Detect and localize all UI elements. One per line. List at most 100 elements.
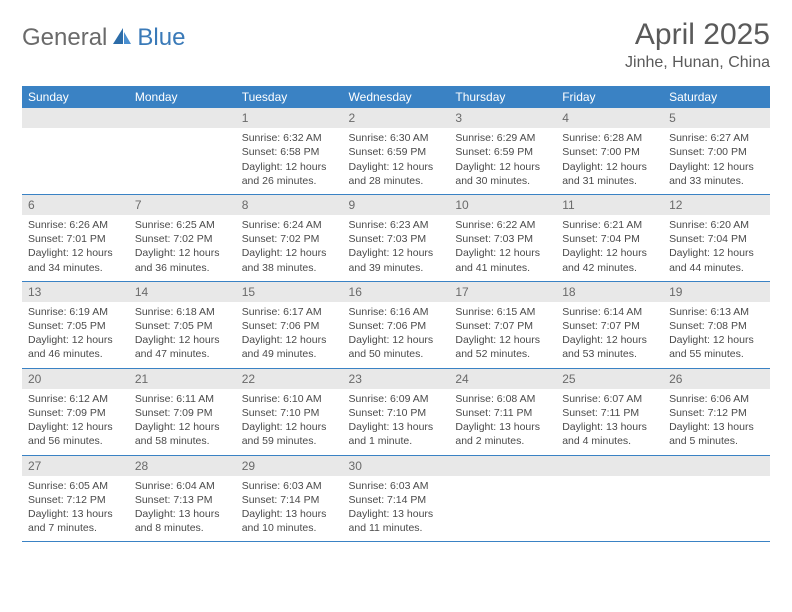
day-number: 2 bbox=[343, 108, 450, 128]
day-number: 3 bbox=[449, 108, 556, 128]
day-number: 25 bbox=[556, 369, 663, 389]
daylight-line1: Daylight: 13 hours bbox=[562, 420, 657, 434]
day-content: Sunrise: 6:18 AMSunset: 7:05 PMDaylight:… bbox=[129, 302, 236, 368]
calendar-day-cell: 15Sunrise: 6:17 AMSunset: 7:06 PMDayligh… bbox=[236, 281, 343, 368]
daylight-line2: and 50 minutes. bbox=[349, 347, 444, 361]
sunset-text: Sunset: 7:04 PM bbox=[669, 232, 764, 246]
day-content: Sunrise: 6:17 AMSunset: 7:06 PMDaylight:… bbox=[236, 302, 343, 368]
day-content: Sunrise: 6:15 AMSunset: 7:07 PMDaylight:… bbox=[449, 302, 556, 368]
calendar-day-cell: 4Sunrise: 6:28 AMSunset: 7:00 PMDaylight… bbox=[556, 108, 663, 194]
calendar-day-header: Friday bbox=[556, 86, 663, 108]
daylight-line1: Daylight: 12 hours bbox=[135, 420, 230, 434]
calendar-day-cell: 10Sunrise: 6:22 AMSunset: 7:03 PMDayligh… bbox=[449, 194, 556, 281]
daylight-line2: and 1 minute. bbox=[349, 434, 444, 448]
sunrise-text: Sunrise: 6:24 AM bbox=[242, 218, 337, 232]
day-number: 27 bbox=[22, 456, 129, 476]
daylight-line1: Daylight: 12 hours bbox=[669, 246, 764, 260]
day-content: Sunrise: 6:07 AMSunset: 7:11 PMDaylight:… bbox=[556, 389, 663, 455]
calendar-day-cell: 20Sunrise: 6:12 AMSunset: 7:09 PMDayligh… bbox=[22, 368, 129, 455]
day-content: Sunrise: 6:05 AMSunset: 7:12 PMDaylight:… bbox=[22, 476, 129, 542]
daylight-line1: Daylight: 13 hours bbox=[349, 420, 444, 434]
calendar-day-cell: 11Sunrise: 6:21 AMSunset: 7:04 PMDayligh… bbox=[556, 194, 663, 281]
daylight-line2: and 5 minutes. bbox=[669, 434, 764, 448]
sunset-text: Sunset: 7:12 PM bbox=[669, 406, 764, 420]
sunset-text: Sunset: 7:02 PM bbox=[242, 232, 337, 246]
sunset-text: Sunset: 7:12 PM bbox=[28, 493, 123, 507]
sunrise-text: Sunrise: 6:32 AM bbox=[242, 131, 337, 145]
sunset-text: Sunset: 7:11 PM bbox=[562, 406, 657, 420]
calendar-day-cell: 3Sunrise: 6:29 AMSunset: 6:59 PMDaylight… bbox=[449, 108, 556, 194]
sunrise-text: Sunrise: 6:07 AM bbox=[562, 392, 657, 406]
daylight-line2: and 8 minutes. bbox=[135, 521, 230, 535]
calendar-day-cell: 19Sunrise: 6:13 AMSunset: 7:08 PMDayligh… bbox=[663, 281, 770, 368]
daylight-line2: and 30 minutes. bbox=[455, 174, 550, 188]
day-content: Sunrise: 6:19 AMSunset: 7:05 PMDaylight:… bbox=[22, 302, 129, 368]
day-content: Sunrise: 6:25 AMSunset: 7:02 PMDaylight:… bbox=[129, 215, 236, 281]
calendar-day-cell: 12Sunrise: 6:20 AMSunset: 7:04 PMDayligh… bbox=[663, 194, 770, 281]
daylight-line1: Daylight: 12 hours bbox=[669, 333, 764, 347]
calendar-table: SundayMondayTuesdayWednesdayThursdayFrid… bbox=[22, 86, 770, 542]
day-number: 22 bbox=[236, 369, 343, 389]
calendar-day-cell bbox=[556, 455, 663, 542]
sunrise-text: Sunrise: 6:30 AM bbox=[349, 131, 444, 145]
calendar-day-cell: 26Sunrise: 6:06 AMSunset: 7:12 PMDayligh… bbox=[663, 368, 770, 455]
daylight-line2: and 36 minutes. bbox=[135, 261, 230, 275]
day-content: Sunrise: 6:11 AMSunset: 7:09 PMDaylight:… bbox=[129, 389, 236, 455]
daylight-line2: and 4 minutes. bbox=[562, 434, 657, 448]
sunrise-text: Sunrise: 6:29 AM bbox=[455, 131, 550, 145]
daylight-line2: and 7 minutes. bbox=[28, 521, 123, 535]
sunrise-text: Sunrise: 6:25 AM bbox=[135, 218, 230, 232]
daylight-line1: Daylight: 12 hours bbox=[242, 160, 337, 174]
sunrise-text: Sunrise: 6:16 AM bbox=[349, 305, 444, 319]
page-header: General Blue April 2025 Jinhe, Hunan, Ch… bbox=[22, 18, 770, 72]
sunset-text: Sunset: 7:07 PM bbox=[455, 319, 550, 333]
sunset-text: Sunset: 7:13 PM bbox=[135, 493, 230, 507]
sunrise-text: Sunrise: 6:23 AM bbox=[349, 218, 444, 232]
calendar-week-row: 13Sunrise: 6:19 AMSunset: 7:05 PMDayligh… bbox=[22, 281, 770, 368]
sunset-text: Sunset: 7:05 PM bbox=[135, 319, 230, 333]
day-number: 24 bbox=[449, 369, 556, 389]
day-content: Sunrise: 6:04 AMSunset: 7:13 PMDaylight:… bbox=[129, 476, 236, 542]
day-content: Sunrise: 6:32 AMSunset: 6:58 PMDaylight:… bbox=[236, 128, 343, 194]
day-content: Sunrise: 6:09 AMSunset: 7:10 PMDaylight:… bbox=[343, 389, 450, 455]
day-content: Sunrise: 6:16 AMSunset: 7:06 PMDaylight:… bbox=[343, 302, 450, 368]
calendar-day-cell: 17Sunrise: 6:15 AMSunset: 7:07 PMDayligh… bbox=[449, 281, 556, 368]
sunset-text: Sunset: 7:07 PM bbox=[562, 319, 657, 333]
daylight-line1: Daylight: 12 hours bbox=[242, 246, 337, 260]
calendar-week-row: 6Sunrise: 6:26 AMSunset: 7:01 PMDaylight… bbox=[22, 194, 770, 281]
daylight-line2: and 38 minutes. bbox=[242, 261, 337, 275]
calendar-day-cell: 7Sunrise: 6:25 AMSunset: 7:02 PMDaylight… bbox=[129, 194, 236, 281]
day-number: 26 bbox=[663, 369, 770, 389]
calendar-day-cell: 5Sunrise: 6:27 AMSunset: 7:00 PMDaylight… bbox=[663, 108, 770, 194]
daylight-line2: and 46 minutes. bbox=[28, 347, 123, 361]
sunrise-text: Sunrise: 6:26 AM bbox=[28, 218, 123, 232]
daylight-line1: Daylight: 12 hours bbox=[28, 420, 123, 434]
calendar-day-cell: 1Sunrise: 6:32 AMSunset: 6:58 PMDaylight… bbox=[236, 108, 343, 194]
calendar-day-header: Tuesday bbox=[236, 86, 343, 108]
daylight-line2: and 34 minutes. bbox=[28, 261, 123, 275]
daylight-line1: Daylight: 12 hours bbox=[28, 246, 123, 260]
sunset-text: Sunset: 7:03 PM bbox=[349, 232, 444, 246]
day-number: 15 bbox=[236, 282, 343, 302]
day-number: 18 bbox=[556, 282, 663, 302]
sunrise-text: Sunrise: 6:17 AM bbox=[242, 305, 337, 319]
month-title: April 2025 bbox=[625, 18, 770, 52]
daylight-line1: Daylight: 13 hours bbox=[455, 420, 550, 434]
sunset-text: Sunset: 6:58 PM bbox=[242, 145, 337, 159]
calendar-day-cell: 9Sunrise: 6:23 AMSunset: 7:03 PMDaylight… bbox=[343, 194, 450, 281]
daylight-line1: Daylight: 12 hours bbox=[135, 333, 230, 347]
day-content: Sunrise: 6:06 AMSunset: 7:12 PMDaylight:… bbox=[663, 389, 770, 455]
day-content: Sunrise: 6:30 AMSunset: 6:59 PMDaylight:… bbox=[343, 128, 450, 194]
daylight-line1: Daylight: 12 hours bbox=[562, 160, 657, 174]
day-content: Sunrise: 6:13 AMSunset: 7:08 PMDaylight:… bbox=[663, 302, 770, 368]
day-content: Sunrise: 6:24 AMSunset: 7:02 PMDaylight:… bbox=[236, 215, 343, 281]
brand-part2: Blue bbox=[137, 24, 185, 52]
location-subtitle: Jinhe, Hunan, China bbox=[625, 54, 770, 72]
sunrise-text: Sunrise: 6:03 AM bbox=[242, 479, 337, 493]
sunset-text: Sunset: 7:01 PM bbox=[28, 232, 123, 246]
empty-day-bar bbox=[663, 456, 770, 476]
daylight-line2: and 56 minutes. bbox=[28, 434, 123, 448]
sunrise-text: Sunrise: 6:08 AM bbox=[455, 392, 550, 406]
day-content: Sunrise: 6:03 AMSunset: 7:14 PMDaylight:… bbox=[236, 476, 343, 542]
calendar-week-row: 20Sunrise: 6:12 AMSunset: 7:09 PMDayligh… bbox=[22, 368, 770, 455]
